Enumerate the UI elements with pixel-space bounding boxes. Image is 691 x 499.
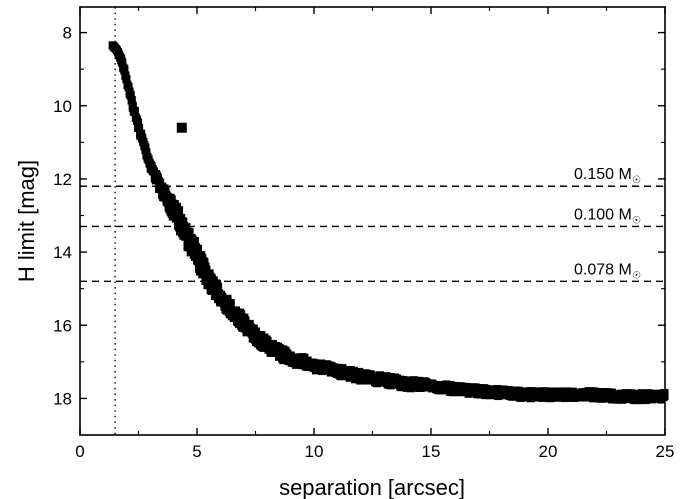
x-tick-label: 20: [539, 442, 558, 461]
limit-point: [194, 244, 203, 253]
limit-point: [134, 118, 143, 127]
limit-point: [263, 336, 272, 345]
mass-labels: 0.150 M☉ 0.100 M☉ 0.078 M☉: [574, 166, 641, 281]
limit-point: [190, 236, 199, 245]
companion-point: [176, 122, 187, 133]
y-tick-label: 14: [53, 243, 72, 262]
limit-point: [185, 228, 194, 237]
limit-point: [124, 82, 133, 91]
axes: 0 5 10 15 20 25 8 10 12 14 16 18: [53, 6, 675, 461]
x-axis-label: separation [arcsec]: [279, 475, 465, 499]
limit-point: [142, 148, 151, 157]
limit-point: [175, 206, 184, 215]
limit-point: [120, 66, 129, 75]
x-tick-label: 15: [422, 442, 441, 461]
sun-symbol-icon: ☉: [632, 215, 641, 226]
limit-point: [167, 195, 176, 204]
limit-point: [200, 258, 209, 267]
limit-point: [135, 123, 144, 132]
limit-point: [194, 257, 203, 266]
mass-limit-label: 0.100 M☉: [574, 206, 641, 226]
x-tick-label: 5: [192, 442, 201, 461]
limit-point: [122, 75, 131, 84]
y-axis-label: H limit [mag]: [14, 160, 39, 282]
limit-point: [504, 386, 513, 395]
limit-point: [476, 390, 485, 399]
y-tick-label: 12: [53, 170, 72, 189]
y-tick-label: 8: [63, 24, 72, 43]
limit-point: [259, 343, 268, 352]
limit-point: [214, 284, 223, 293]
y-tick-label: 18: [53, 389, 72, 408]
data-points: [108, 41, 669, 405]
y-tick-label: 10: [53, 97, 72, 116]
limit-point: [141, 143, 150, 152]
mass-limit-label: 0.078 M☉: [574, 261, 641, 281]
x-tick-label: 10: [305, 442, 324, 461]
x-tick-label: 0: [75, 442, 84, 461]
sun-symbol-icon: ☉: [632, 175, 641, 186]
y-tick-label: 16: [53, 316, 72, 335]
limit-point: [127, 95, 136, 104]
sun-symbol-icon: ☉: [632, 270, 641, 281]
limit-point: [226, 299, 235, 308]
limit-point: [130, 108, 139, 117]
limit-point: [137, 129, 146, 138]
limit-point: [161, 185, 170, 194]
limit-point: [126, 91, 135, 100]
limit-point: [172, 211, 181, 220]
limit-point: [118, 58, 127, 67]
mass-limit-label: 0.150 M☉: [574, 166, 641, 186]
x-tick-label: 25: [656, 442, 675, 461]
limit-point: [128, 101, 137, 110]
